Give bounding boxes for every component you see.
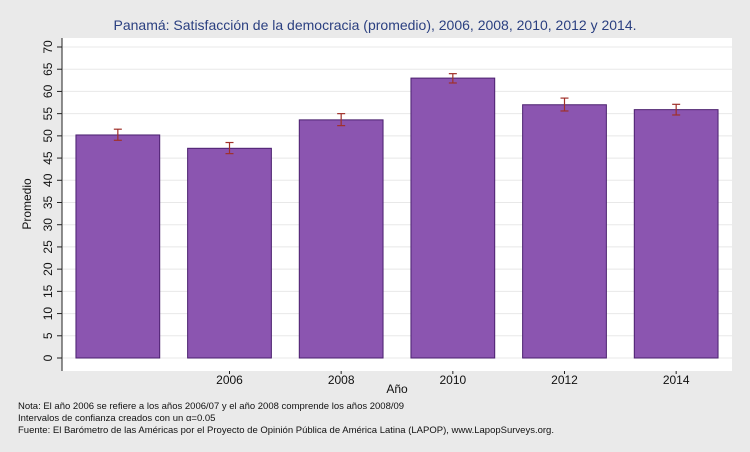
- x-tick-label: 2010: [439, 373, 466, 387]
- y-ticks: 0 5 10 15 20 25 30 35 40 45 50 55 60 65 70: [41, 40, 62, 361]
- y-tick-label: 70: [41, 40, 55, 54]
- source-line: Fuente: El Barómetro de las Américas por…: [18, 425, 554, 436]
- x-ticks: 2006 2008 2010 2012 2014: [216, 371, 690, 387]
- y-tick-label: 35: [41, 196, 55, 210]
- footnotes: Nota: El año 2006 se refiere a los años …: [18, 401, 554, 437]
- y-tick-label: 15: [41, 284, 55, 298]
- chart-title: Panamá: Satisfacción de la democracia (p…: [114, 17, 637, 33]
- y-tick-label: 50: [41, 129, 55, 143]
- bar: [75, 134, 161, 359]
- bars: [75, 77, 719, 359]
- error-bar: [337, 113, 346, 127]
- y-tick-label: 55: [41, 107, 55, 121]
- x-axis-title: Año: [386, 382, 408, 396]
- note-line: Nota: El año 2006 se refiere a los años …: [18, 401, 405, 412]
- error-bar: [113, 128, 122, 141]
- y-tick-label: 20: [41, 262, 55, 276]
- y-tick-label: 65: [41, 62, 55, 76]
- y-tick-label: 40: [41, 173, 55, 187]
- error-bar: [560, 97, 569, 112]
- bar: [633, 109, 719, 359]
- error-bars: [113, 73, 681, 155]
- y-tick-label: 25: [41, 240, 55, 254]
- error-bar: [225, 141, 234, 155]
- note-line: Intervalos de confianza creados con un α…: [18, 413, 216, 424]
- error-bar: [448, 73, 457, 84]
- grid-lines: [63, 46, 732, 359]
- x-tick-label: 2014: [663, 373, 690, 387]
- y-tick-label: 30: [41, 218, 55, 232]
- y-axis-title: Promedio: [20, 178, 34, 230]
- error-bar: [672, 103, 681, 116]
- bar-chart: 0 5 10 15 20 25 30 35 40 45 50 55 60 65 70 2006 2008 201…: [20, 17, 732, 396]
- y-tick-label: 5: [41, 332, 55, 339]
- y-tick-label: 45: [41, 151, 55, 165]
- x-tick-label: 2006: [216, 373, 243, 387]
- y-tick-label: 0: [41, 354, 55, 361]
- y-tick-label: 60: [41, 84, 55, 98]
- x-tick-label: 2008: [328, 373, 355, 387]
- bar: [410, 77, 496, 359]
- bar: [522, 104, 607, 359]
- x-tick-label: 2012: [551, 373, 578, 387]
- plot-area: [62, 38, 732, 371]
- bar: [298, 119, 384, 359]
- y-tick-label: 10: [41, 307, 55, 321]
- bar: [187, 147, 272, 359]
